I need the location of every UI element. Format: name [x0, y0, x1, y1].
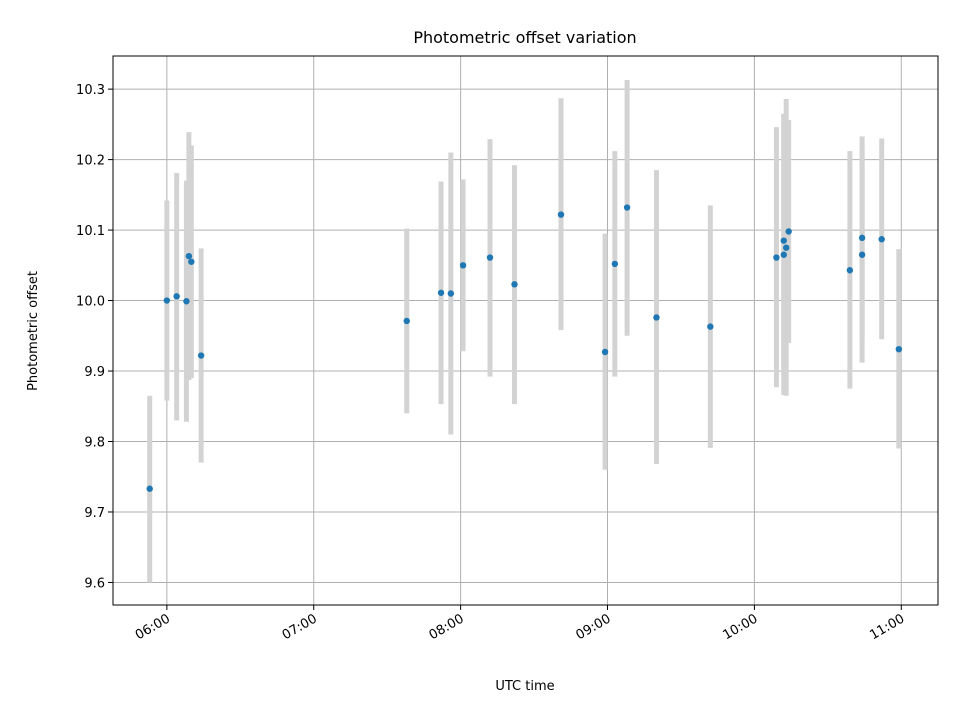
data-point — [858, 251, 866, 258]
data-point — [785, 228, 792, 235]
data-point — [197, 352, 205, 359]
y-tick-label: 9.9 — [84, 365, 105, 380]
data-point — [858, 234, 866, 242]
data-point — [653, 314, 660, 321]
y-tick-label: 9.8 — [84, 435, 105, 450]
data-point — [780, 251, 787, 258]
data-point — [183, 298, 190, 305]
y-axis-label: Photometric offset — [26, 271, 41, 391]
plot-area — [113, 56, 938, 605]
data-points — [146, 204, 903, 492]
data-point — [780, 237, 787, 244]
data-point — [557, 211, 565, 218]
data-point — [623, 204, 631, 211]
y-tick-label: 10.2 — [76, 154, 105, 169]
data-point — [459, 262, 467, 269]
data-point — [773, 254, 780, 261]
data-point — [163, 297, 171, 304]
data-point — [447, 290, 455, 297]
data-point — [846, 267, 854, 274]
data-point — [486, 254, 494, 261]
data-point — [878, 236, 885, 243]
y-tick-label: 10.1 — [76, 224, 105, 239]
data-point — [611, 260, 619, 268]
x-axis-label: UTC time — [495, 679, 554, 694]
data-point — [895, 345, 903, 353]
data-point — [783, 244, 790, 251]
data-point — [188, 258, 195, 265]
data-point — [146, 485, 153, 492]
y-tick-label: 9.6 — [84, 576, 105, 591]
data-point — [437, 289, 445, 296]
data-point — [511, 281, 518, 288]
y-tick-label: 10.3 — [76, 83, 105, 98]
y-tick-label: 9.7 — [84, 506, 105, 521]
data-point — [403, 317, 410, 325]
y-tick-label: 10.0 — [76, 295, 105, 310]
chart-title: Photometric offset variation — [413, 28, 636, 47]
data-point — [185, 252, 193, 260]
data-point — [707, 323, 714, 330]
data-point — [173, 293, 180, 300]
data-point — [601, 348, 609, 356]
plot-frame — [112, 55, 939, 606]
